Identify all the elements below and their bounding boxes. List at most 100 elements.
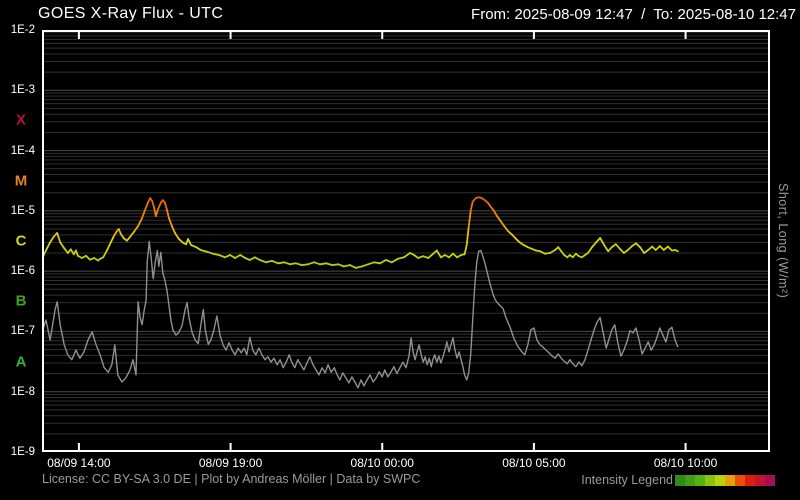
long-series-segment xyxy=(503,225,510,233)
long-series-segment xyxy=(499,219,506,227)
y-axis-tick-label: 1E-6 xyxy=(10,265,35,278)
long-series-segment xyxy=(75,249,79,257)
long-series-segment xyxy=(373,261,382,265)
long-series-segment xyxy=(348,264,357,269)
long-series-segment xyxy=(63,247,69,254)
long-series-segment xyxy=(539,250,546,255)
y-axis-tick-label: 1E-4 xyxy=(10,144,35,157)
legend-color-block xyxy=(705,474,715,486)
long-series-segment xyxy=(667,245,673,252)
long-series-segment xyxy=(168,217,173,227)
long-series-segment xyxy=(187,238,193,247)
long-series-segment xyxy=(154,208,159,218)
flare-class-label-x: X xyxy=(15,111,26,129)
long-series-segment xyxy=(211,252,220,256)
long-series-segment xyxy=(137,217,143,227)
long-series-segment xyxy=(396,256,405,260)
long-series-segment xyxy=(199,249,208,253)
legend-color-block xyxy=(745,474,755,486)
long-series-segment xyxy=(467,209,472,228)
x-axis-tick-label: 08/10 00:00 xyxy=(350,456,414,470)
long-series-segment xyxy=(427,252,435,259)
x-axis-tick-label: 08/10 05:00 xyxy=(502,456,566,470)
flare-class-label-m: M xyxy=(14,172,28,190)
long-series-segment xyxy=(595,237,601,244)
legend-color-block xyxy=(725,474,735,486)
long-series-segment xyxy=(239,254,247,259)
x-axis-tick-label: 08/09 14:00 xyxy=(47,456,111,470)
long-series-segment xyxy=(603,244,610,253)
long-series-segment xyxy=(361,263,370,268)
long-series-segment xyxy=(174,232,180,241)
long-series-segment xyxy=(403,252,411,259)
intensity-legend: Intensity Legend xyxy=(581,473,775,487)
time-range: From: 2025-08-09 12:47 / To: 2025-08-10 … xyxy=(471,6,796,23)
long-series-segment xyxy=(635,242,641,249)
long-series-segment xyxy=(141,208,146,219)
long-series-segment xyxy=(384,259,393,264)
intensity-legend-bar xyxy=(675,474,775,486)
legend-color-block xyxy=(685,474,695,486)
long-series-segment xyxy=(313,261,322,266)
long-series-segment xyxy=(258,259,267,264)
y-axis-tick-label: 1E-5 xyxy=(10,204,35,217)
long-series-segment xyxy=(599,237,606,247)
long-series-segment xyxy=(342,264,351,268)
long-series-segment xyxy=(46,241,52,250)
y-axis-tick-label: 1E-8 xyxy=(10,385,35,398)
y-axis-tick-label: 1E-9 xyxy=(10,446,35,458)
long-series-segment xyxy=(300,263,309,267)
long-series-segment xyxy=(619,247,625,254)
long-series-segment xyxy=(156,201,162,211)
long-series-segment xyxy=(224,254,232,259)
long-wavelength-series-line xyxy=(41,196,679,269)
long-series-segment xyxy=(549,249,556,254)
long-series-segment xyxy=(43,247,48,256)
legend-color-block xyxy=(755,474,765,486)
long-series-segment xyxy=(49,235,55,244)
long-series-segment xyxy=(59,241,66,250)
long-series-segment xyxy=(133,225,139,233)
long-series-segment xyxy=(234,254,242,259)
long-series-segment xyxy=(277,261,286,265)
long-series-segment xyxy=(205,250,214,255)
long-series-segment xyxy=(463,244,468,256)
long-series-segment xyxy=(248,256,256,261)
long-series-segment xyxy=(56,232,62,244)
long-series-segment xyxy=(354,265,363,269)
long-series-segment xyxy=(658,245,665,251)
long-series-segment xyxy=(639,246,645,254)
long-series-segment xyxy=(112,230,118,238)
long-series-segment xyxy=(417,255,425,259)
long-series-segment xyxy=(390,257,399,264)
long-series-segment xyxy=(265,259,273,264)
short-wavelength-series-line xyxy=(41,240,679,389)
long-series-segment xyxy=(469,200,474,212)
flare-class-label-a: A xyxy=(15,353,27,371)
long-series-segment xyxy=(331,263,340,267)
plot-canvas xyxy=(41,30,770,452)
intensity-legend-label: Intensity Legend xyxy=(581,473,673,487)
long-series-segment xyxy=(109,235,115,244)
long-series-segment xyxy=(151,200,156,209)
long-series-segment xyxy=(129,230,135,238)
legend-color-block xyxy=(765,474,775,486)
long-series-segment xyxy=(614,243,621,250)
long-series-segment xyxy=(674,249,679,253)
flare-class-label-b: B xyxy=(15,292,27,310)
long-series-segment xyxy=(102,249,109,259)
long-series-segment xyxy=(164,201,168,211)
long-series-segment xyxy=(379,259,387,265)
right-axis-label: Short, Long (W/m²) xyxy=(776,183,790,299)
chart-title: GOES X-Ray Flux - UTC xyxy=(38,5,224,22)
long-series-segment xyxy=(511,233,518,241)
long-series-segment xyxy=(654,245,661,251)
long-series-segment xyxy=(435,249,442,259)
long-series-segment xyxy=(253,256,261,261)
long-series-segment xyxy=(493,209,498,218)
plot-area xyxy=(41,30,770,452)
long-series-segment xyxy=(337,263,345,268)
y-axis-tick-label: 1E-3 xyxy=(10,84,35,97)
flare-class-label-c: C xyxy=(15,232,27,250)
